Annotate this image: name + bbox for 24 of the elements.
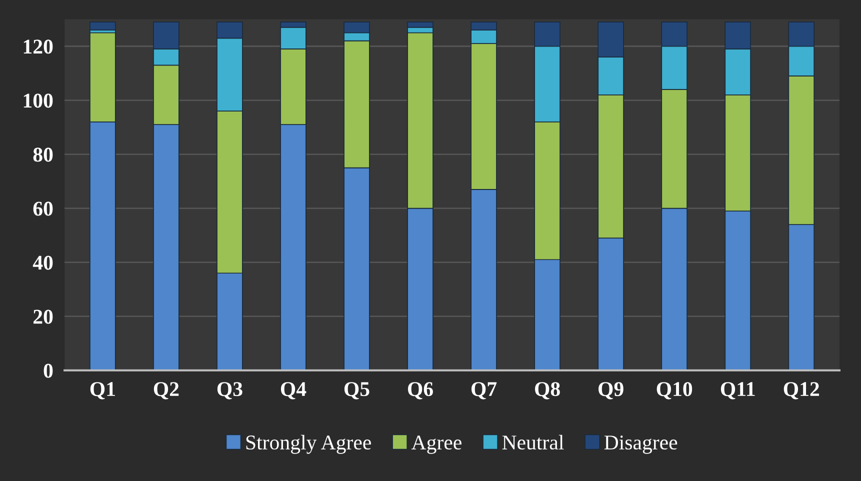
x-tick-label: Q3 xyxy=(217,382,242,400)
x-tick-label: Q2 xyxy=(154,382,179,400)
x-tick-label: Q4 xyxy=(280,382,306,400)
x-tick-label: Q11 xyxy=(720,382,755,400)
x-tick-label: Q1 xyxy=(90,382,115,400)
x-tick-label: Q6 xyxy=(408,382,433,400)
y-tick-label: 0 xyxy=(44,364,53,378)
x-tick-label: Q5 xyxy=(344,382,370,400)
y-tick-label: 40 xyxy=(32,256,53,270)
legend-label: Neutral xyxy=(502,434,564,450)
y-tick-label: 100 xyxy=(24,94,53,108)
y-tick-label: 20 xyxy=(34,310,53,324)
y-tick-label: 80 xyxy=(33,148,53,162)
legend-label: Strongly Agree xyxy=(246,434,371,454)
legend-label: Disagree xyxy=(604,436,678,454)
x-tick-label: Q9 xyxy=(598,382,624,400)
legend-label: Agree xyxy=(411,436,462,454)
bar xyxy=(90,22,116,30)
x-tick-label: Q8 xyxy=(535,382,560,400)
y-tick-label: 60 xyxy=(33,202,53,216)
x-tick-label: Q12 xyxy=(784,382,819,400)
x-tick-label: Q10 xyxy=(656,382,692,400)
y-tick-label: 120 xyxy=(24,40,53,54)
x-tick-label: Q7 xyxy=(471,382,497,400)
